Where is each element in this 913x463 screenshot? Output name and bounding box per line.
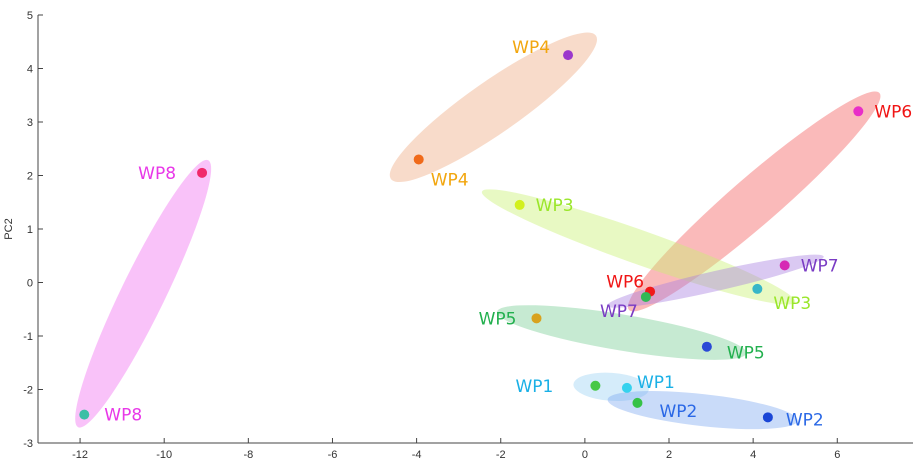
y-axis-label: PC2 [3,218,15,239]
ellipse-wp8 [75,159,212,428]
data-point-wp1 [590,380,601,391]
point-label-wp3: WP3 [536,196,574,216]
point-label-wp7: WP7 [600,302,638,322]
data-point-wp3 [514,199,525,210]
point-labels: WP8 WP8 WP4 WP4 WP6 WP6 WP3 WP3 WP7 WP7 WP5 WP5 WP1 W… [104,38,912,430]
x-tick-label: -12 [72,449,88,461]
ellipse-wp6 [627,91,881,312]
ellipse-wp7 [606,254,824,308]
point-label-wp1: WP1 [516,377,554,397]
point-label-wp6: WP6 [874,102,912,122]
x-tick-label: -6 [328,449,338,461]
y-tick-label: -2 [23,385,33,397]
point-label-wp2: WP2 [786,410,824,430]
data-point-wp6 [853,106,864,117]
x-tick-label: -2 [496,449,506,461]
x-tick-label: 6 [834,449,840,461]
ellipse-wp2 [607,391,798,430]
point-label-wp7: WP7 [801,256,839,276]
data-point-wp2 [632,397,643,408]
y-tick-label: 4 [27,64,33,76]
x-tick-label: 4 [750,449,756,461]
data-point-wp7 [640,291,651,302]
data-point-wp8 [197,167,208,178]
point-label-wp5: WP5 [727,344,765,364]
group-ellipses [75,32,881,430]
point-label-wp5: WP5 [479,309,517,329]
y-tick-label: 1 [27,224,33,236]
y-tick-label: 5 [27,10,33,22]
point-label-wp8: WP8 [138,164,176,184]
data-point-wp4 [413,154,424,165]
x-tick-label: 0 [582,449,588,461]
x-tick-label: -8 [243,449,253,461]
point-label-wp4: WP4 [512,38,550,58]
x-tick-label: 2 [666,449,672,461]
ellipse-wp1 [573,372,649,402]
y-tick-label: 3 [27,117,33,129]
data-point-wp7 [779,260,790,271]
data-point-wp3 [752,283,763,294]
data-point-wp5 [531,313,542,324]
data-point-wp8 [79,409,90,420]
data-point-wp5 [701,341,712,352]
point-label-wp1: WP1 [637,373,675,393]
y-tick-label: 0 [27,278,33,290]
data-point-wp1 [621,382,632,393]
y-tick-label: -3 [23,438,33,450]
ellipse-wp5 [497,305,747,360]
point-label-wp6: WP6 [606,273,644,293]
point-label-wp8: WP8 [104,406,142,426]
data-points [79,50,864,423]
point-label-wp4: WP4 [431,170,469,190]
ellipse-wp4 [389,32,597,183]
ellipse-wp3 [481,189,796,305]
y-tick-label: 2 [27,171,33,183]
point-label-wp3: WP3 [773,294,811,314]
point-label-wp2: WP2 [659,402,697,422]
x-tick-label: -4 [412,449,422,461]
y-tick-label: -1 [23,331,33,343]
data-point-wp2 [762,412,773,423]
data-point-wp4 [563,50,574,61]
x-tick-label: -10 [156,449,172,461]
